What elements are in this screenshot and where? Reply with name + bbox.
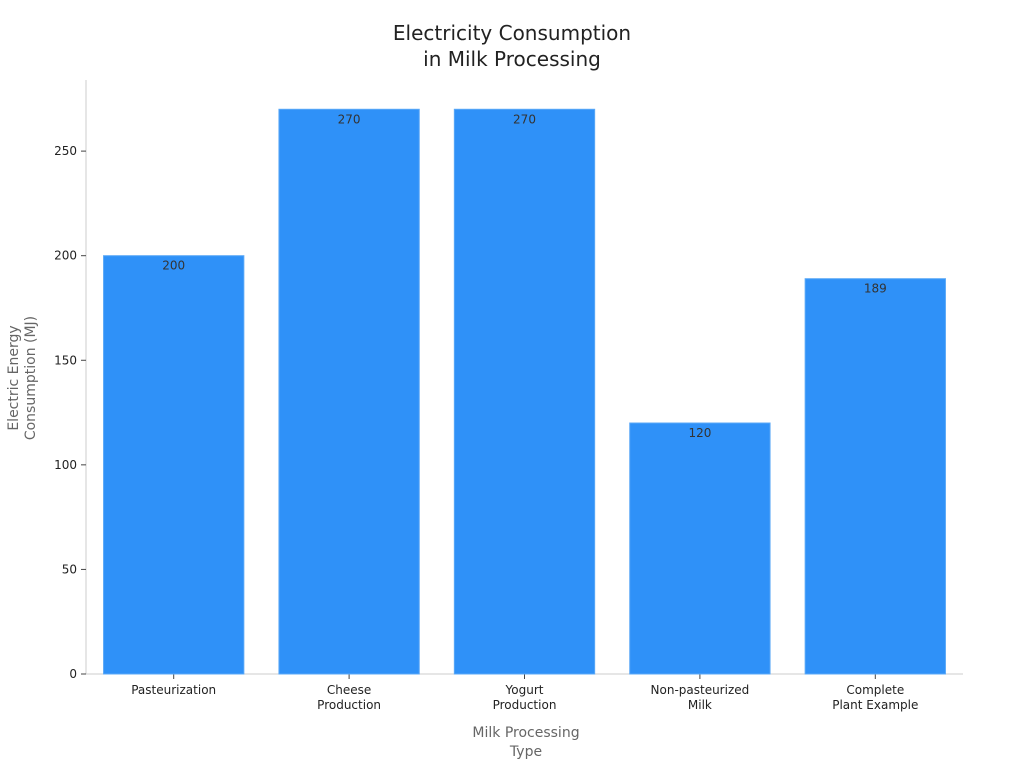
- x-tick-label-line: Cheese: [327, 683, 371, 697]
- y-tick-label: 100: [54, 458, 77, 472]
- x-tick-label: Non-pasteurized Milk: [651, 683, 750, 712]
- chart-title-text-line: in Milk Processing: [423, 47, 601, 71]
- bar-value-label: 120: [688, 426, 711, 440]
- bar: [453, 108, 596, 675]
- bar-value-label: 270: [338, 112, 361, 126]
- y-axis-title-text: Electric EnergyConsumption (MJ): [6, 316, 39, 440]
- x-axis-title-text: Milk Processing Type: [472, 725, 579, 760]
- y-tick-label: 150: [54, 353, 77, 367]
- x-tick-label-line: Production: [493, 698, 557, 712]
- y-axis-title-line: Consumption (MJ): [23, 316, 39, 440]
- bar: [804, 278, 946, 675]
- x-tick-label-line: Plant Example: [832, 698, 918, 712]
- x-axis-title-text-line: Milk Processing: [472, 725, 579, 741]
- x-tick-label: Pasteurization: [131, 683, 216, 697]
- x-tick-label: Yogurt Production: [493, 683, 557, 712]
- x-axis-title-text-line: Type: [509, 744, 542, 760]
- bar: [278, 108, 420, 675]
- x-tick-label-line: Pasteurization: [131, 683, 216, 697]
- y-tick-label: 250: [54, 144, 77, 158]
- bar-value-label: 189: [864, 282, 887, 296]
- y-axis-title-line: Electric Energy: [6, 325, 22, 430]
- x-tick-label-line: Milk: [688, 698, 712, 712]
- y-axis: 0 50 100 150 200 250: [54, 80, 87, 681]
- x-tick-label: Complete Plant Example: [832, 683, 918, 712]
- x-tick-label-line: Complete: [846, 683, 904, 697]
- x-tick-label-line: Production: [317, 698, 381, 712]
- chart-title-text-line: Electricity Consumption: [393, 21, 631, 45]
- y-tick-label: 0: [69, 667, 77, 681]
- bar: [629, 422, 771, 675]
- y-tick-label: 200: [54, 249, 77, 263]
- y-axis-title: Electric EnergyConsumption (MJ): [6, 316, 39, 440]
- bar-value-label: 200: [162, 259, 185, 273]
- chart-title: Electricity Consumption in Milk Processin…: [393, 21, 631, 71]
- y-tick-label: 50: [62, 562, 77, 576]
- x-tick-label-line: Yogurt: [505, 683, 544, 697]
- x-tick-label-line: Non-pasteurized: [651, 683, 750, 697]
- bars: [103, 108, 946, 675]
- bar: [103, 255, 245, 675]
- chart-title-text: Electricity Consumption in Milk Processin…: [393, 21, 631, 71]
- x-axis-title: Milk Processing Type: [472, 725, 579, 760]
- x-tick-label: Cheese Production: [317, 683, 381, 712]
- bar-value-label: 270: [513, 112, 536, 126]
- data-labels: 200 270 270 120 189: [162, 112, 887, 440]
